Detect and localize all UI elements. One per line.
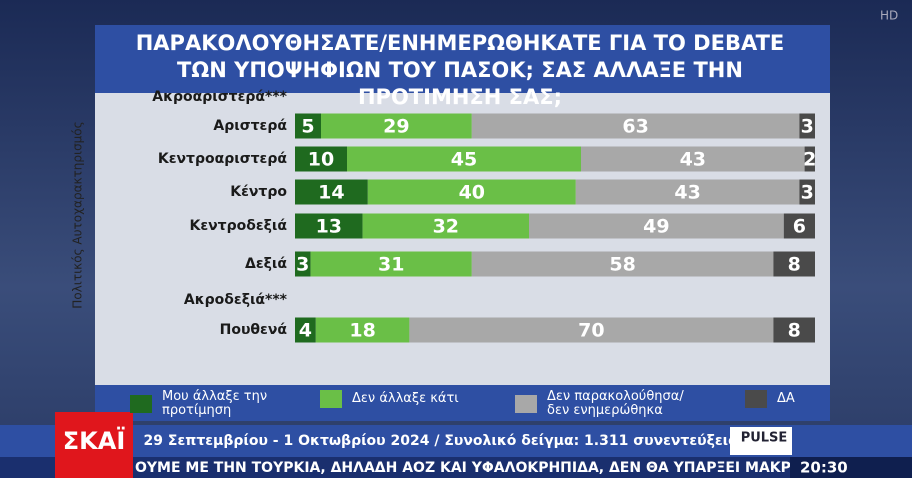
- value-label: 43: [680, 149, 706, 171]
- clock-box: [790, 457, 912, 478]
- legend-item: ΔΑ: [745, 390, 805, 408]
- value-label: 3: [296, 254, 309, 276]
- value-label: 8: [788, 320, 801, 342]
- value-label: 31: [378, 254, 404, 276]
- bar-segment: [321, 113, 472, 139]
- value-label: 10: [308, 149, 334, 171]
- bar-segment: [310, 251, 472, 277]
- bar-segment: [409, 317, 774, 343]
- value-label: 70: [578, 320, 604, 342]
- value-label: 43: [674, 182, 700, 204]
- value-label: 3: [801, 116, 814, 138]
- category-label: Κέντρο: [230, 184, 287, 200]
- legend-swatch: [745, 390, 767, 408]
- bar-segment: [575, 179, 800, 205]
- value-label: 13: [316, 216, 342, 238]
- bar-segment: [471, 251, 774, 277]
- bar-segment: [773, 317, 815, 343]
- legend-item: Δεν παρακολούθησα/ δεν ενημερώθηκα: [515, 390, 705, 418]
- bar-segment: [581, 146, 805, 172]
- y-axis-label: Πολιτικός Αυτοχαρακτηρισμός: [71, 121, 85, 308]
- ticker-text: ΟΥΜΕ ΜΕ ΤΗΝ ΤΟΥΡΚΙΑ, ΔΗΛΑΔΗ ΑΟΖ ΚΑΙ ΥΦΑΛ…: [135, 460, 882, 476]
- bar-segment: [295, 213, 363, 239]
- bar-segment: [295, 146, 347, 172]
- value-label: 14: [318, 182, 344, 204]
- legend-band: [95, 385, 830, 421]
- category-label: Κεντροδεξιά: [189, 218, 287, 234]
- category-label: Δεξιά: [245, 256, 287, 272]
- legend-label: Δεν παρακολούθησα/ δεν ενημερώθηκα: [547, 389, 684, 418]
- title-band: [95, 25, 830, 93]
- bar-segment: [773, 251, 815, 277]
- value-label: 6: [793, 216, 806, 238]
- category-label: Πουθενά: [220, 322, 288, 338]
- value-label: 3: [801, 182, 814, 204]
- bar-segment: [295, 113, 321, 139]
- bar-segment: [799, 179, 815, 205]
- bar-segment: [367, 179, 576, 205]
- bar-segment: [529, 213, 784, 239]
- legend-label: Μου άλλαξε την προτίμηση: [162, 389, 268, 418]
- value-label: 58: [609, 254, 635, 276]
- bar-segment: [799, 113, 815, 139]
- category-label: Ακροαριστερά***: [152, 89, 287, 105]
- value-label: 29: [383, 116, 409, 138]
- category-label: Ακροδεξιά***: [184, 292, 288, 308]
- legend-swatch: [320, 390, 342, 408]
- pollster-name: PULSE: [741, 431, 788, 446]
- bar-segment: [295, 179, 368, 205]
- channel-logo: [55, 412, 133, 478]
- hd-badge: HD: [880, 9, 898, 23]
- value-label: 40: [459, 182, 485, 204]
- bar-segment: [783, 213, 815, 239]
- chart-title: ΠΑΡΑΚΟΛΟΥΘΗΣΑΤΕ/ΕΝΗΜΕΡΩΘΗΚΑΤΕ ΓΙΑ ΤΟ DEB…: [135, 31, 785, 109]
- value-label: 2: [803, 149, 816, 171]
- channel-name: ΣΚΑΪ: [63, 426, 126, 455]
- legend-label: Δεν άλλαξε κάτι: [352, 391, 459, 406]
- value-label: 4: [299, 320, 312, 342]
- bar-segment: [362, 213, 529, 239]
- legend-label: ΔΑ: [777, 391, 795, 406]
- bar-segment: [295, 251, 311, 277]
- bar-segment: [471, 113, 800, 139]
- value-label: 32: [433, 216, 459, 238]
- value-label: 18: [349, 320, 375, 342]
- value-label: 8: [788, 254, 801, 276]
- bar-segment: [804, 146, 815, 172]
- bar-segment: [315, 317, 410, 343]
- legend-swatch: [515, 395, 537, 413]
- bar-segment: [295, 317, 316, 343]
- value-label: 5: [301, 116, 314, 138]
- legend-item: Δεν άλλαξε κάτι: [320, 390, 470, 408]
- category-label: Κεντροαριστερά: [158, 151, 287, 167]
- category-label: Αριστερά: [213, 118, 287, 134]
- legend-item: Μου άλλαξε την προτίμηση: [130, 390, 280, 418]
- value-label: 45: [451, 149, 477, 171]
- clock: 20:30: [800, 459, 848, 477]
- legend-swatch: [130, 395, 152, 413]
- footer-note: 29 Σεπτεμβρίου - 1 Οκτωβρίου 2024 / Συνο…: [144, 433, 737, 449]
- ticker-band: [0, 457, 912, 478]
- bar-segment: [347, 146, 581, 172]
- pollster-logo: [730, 427, 792, 455]
- value-label: 63: [622, 116, 648, 138]
- value-label: 49: [643, 216, 669, 238]
